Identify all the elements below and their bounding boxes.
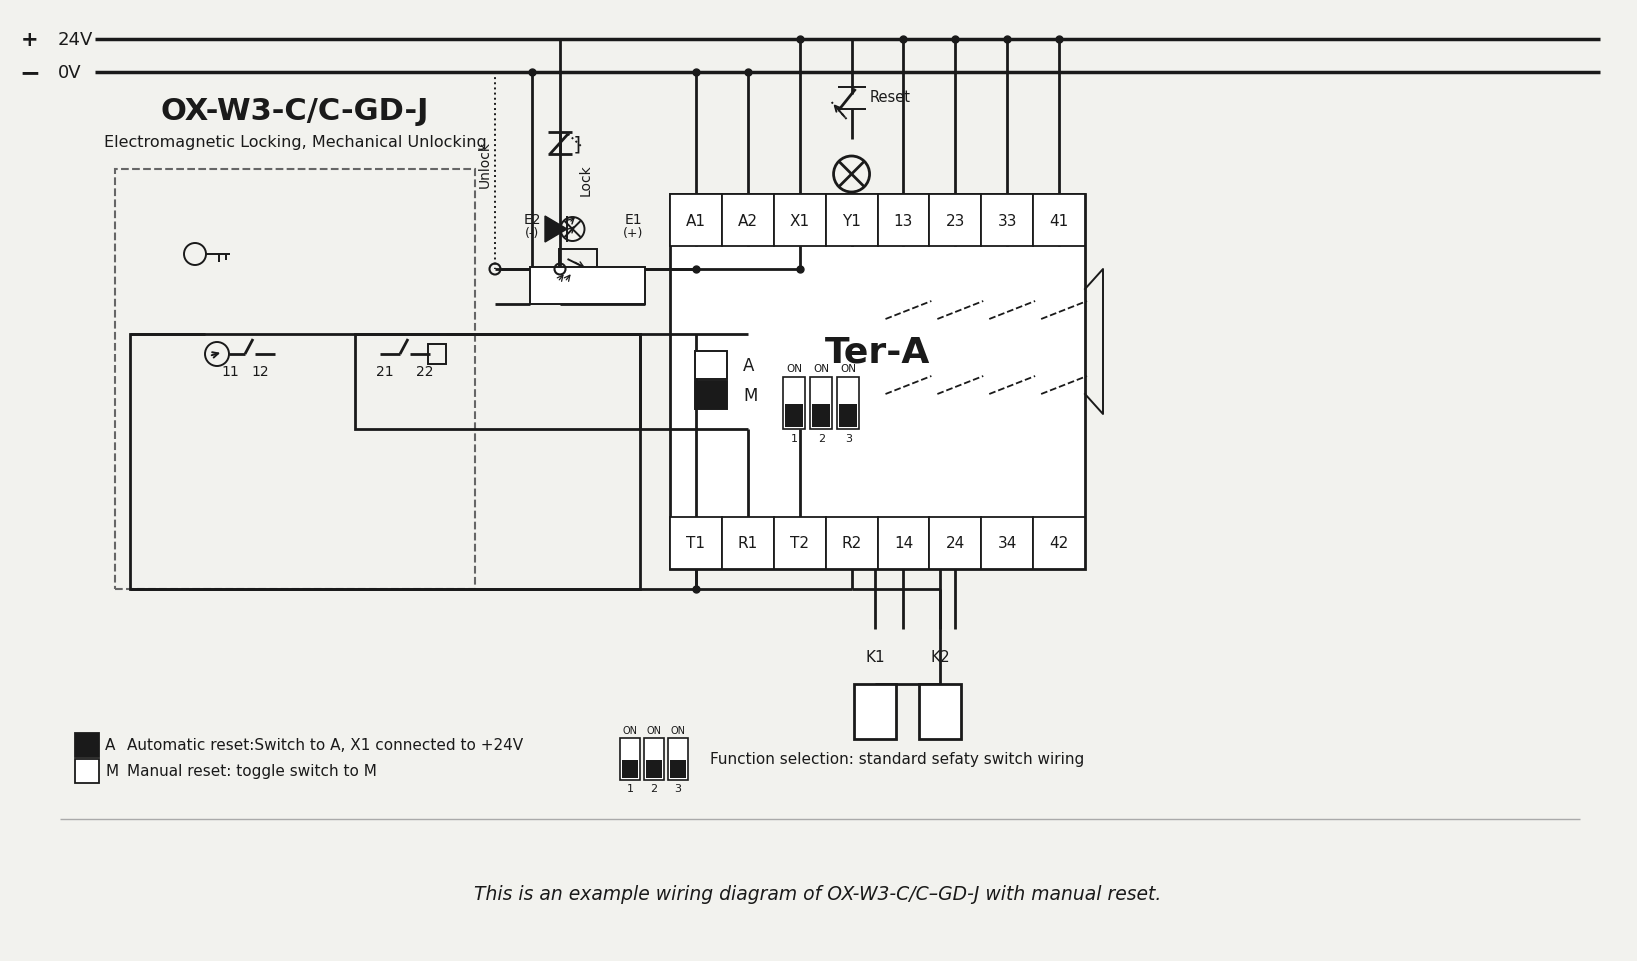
Bar	[825, 195, 877, 247]
Bar	[75, 733, 98, 757]
Text: M: M	[743, 386, 758, 405]
Text: 14: 14	[894, 536, 913, 551]
Bar	[670, 195, 1085, 570]
Bar	[774, 195, 825, 247]
Text: ON: ON	[647, 726, 661, 735]
Text: 34: 34	[997, 536, 1017, 551]
Text: 33: 33	[997, 213, 1017, 229]
Bar	[838, 378, 859, 430]
Bar	[668, 738, 688, 780]
Text: Manual reset: toggle switch to M: Manual reset: toggle switch to M	[128, 764, 377, 778]
Text: 1: 1	[627, 783, 634, 793]
Text: 21: 21	[377, 364, 395, 379]
Bar	[1033, 517, 1085, 570]
Bar	[643, 738, 665, 780]
Text: This is an example wiring diagram of OX-W3-C/C–GD-J with manual reset.: This is an example wiring diagram of OX-…	[475, 884, 1162, 903]
Text: X1: X1	[789, 213, 810, 229]
Text: OX-W3-C/C-GD-J: OX-W3-C/C-GD-J	[160, 97, 429, 126]
Text: ON: ON	[622, 726, 637, 735]
Text: E1: E1	[624, 212, 642, 227]
Bar	[786, 405, 804, 428]
Bar	[981, 517, 1033, 570]
Bar	[930, 195, 981, 247]
Text: A2: A2	[738, 213, 758, 229]
Bar	[930, 517, 981, 570]
Text: −: −	[20, 61, 41, 85]
Bar	[558, 250, 596, 280]
Text: (-): (-)	[525, 226, 539, 239]
Bar	[620, 738, 640, 780]
Text: 1: 1	[791, 433, 797, 444]
Text: R1: R1	[738, 536, 758, 551]
Text: A1: A1	[686, 213, 706, 229]
Text: 22: 22	[416, 364, 434, 379]
Bar	[1033, 195, 1085, 247]
Bar	[670, 195, 722, 247]
Text: Unlock: Unlock	[478, 141, 493, 188]
Text: 13: 13	[894, 213, 913, 229]
Text: (+): (+)	[622, 226, 643, 239]
Text: ON: ON	[814, 363, 830, 374]
Bar	[115, 170, 475, 589]
Text: ]: ]	[571, 136, 584, 155]
Text: Function selection: standard sefaty switch wiring: Function selection: standard sefaty swit…	[710, 752, 1084, 767]
Bar	[877, 195, 930, 247]
Text: 3: 3	[845, 433, 851, 444]
Text: 2: 2	[818, 433, 825, 444]
Text: M: M	[105, 764, 118, 778]
Text: Y1: Y1	[841, 213, 861, 229]
Bar	[812, 405, 830, 428]
Text: R2: R2	[841, 536, 861, 551]
Bar	[696, 352, 727, 380]
Text: Automatic reset:Switch to A, X1 connected to +24V: Automatic reset:Switch to A, X1 connecte…	[128, 738, 524, 752]
Bar	[855, 684, 895, 739]
Bar	[355, 334, 640, 430]
Text: T2: T2	[791, 536, 809, 551]
Bar	[647, 760, 661, 778]
Text: Electromagnetic Locking, Mechanical Unlocking: Electromagnetic Locking, Mechanical Unlo…	[103, 135, 486, 149]
Text: 11: 11	[221, 364, 239, 379]
Text: ON: ON	[671, 726, 686, 735]
Text: K1: K1	[866, 650, 886, 664]
Bar	[722, 517, 774, 570]
Text: 12: 12	[250, 364, 268, 379]
Text: 42: 42	[1049, 536, 1069, 551]
Text: Reset: Reset	[869, 89, 910, 105]
Text: 24: 24	[946, 536, 964, 551]
Bar	[981, 195, 1033, 247]
Text: Lock: Lock	[579, 164, 593, 196]
Bar	[696, 382, 727, 409]
Text: E2: E2	[524, 212, 540, 227]
Bar	[840, 405, 858, 428]
Bar	[877, 517, 930, 570]
Text: 23: 23	[946, 213, 964, 229]
Text: ON: ON	[840, 363, 856, 374]
Text: 24V: 24V	[57, 31, 93, 49]
Text: 3: 3	[674, 783, 681, 793]
Bar	[825, 517, 877, 570]
Bar	[75, 759, 98, 783]
Text: ON: ON	[786, 363, 802, 374]
Text: A: A	[105, 738, 115, 752]
Bar	[722, 195, 774, 247]
Bar	[784, 378, 805, 430]
Polygon shape	[545, 217, 566, 243]
Bar	[918, 684, 961, 739]
Text: T1: T1	[686, 536, 706, 551]
Bar	[810, 378, 832, 430]
Bar	[670, 517, 722, 570]
Text: 2: 2	[650, 783, 658, 793]
Bar	[427, 345, 445, 364]
Bar	[670, 760, 686, 778]
Text: Ter-A: Ter-A	[825, 335, 930, 369]
Bar	[129, 334, 640, 589]
Bar	[622, 760, 638, 778]
Bar	[774, 517, 825, 570]
Text: K2: K2	[930, 650, 949, 664]
Text: A: A	[743, 357, 755, 375]
Text: 0V: 0V	[57, 64, 82, 82]
Bar	[530, 268, 645, 305]
Text: +: +	[21, 30, 39, 50]
Text: 41: 41	[1049, 213, 1069, 229]
